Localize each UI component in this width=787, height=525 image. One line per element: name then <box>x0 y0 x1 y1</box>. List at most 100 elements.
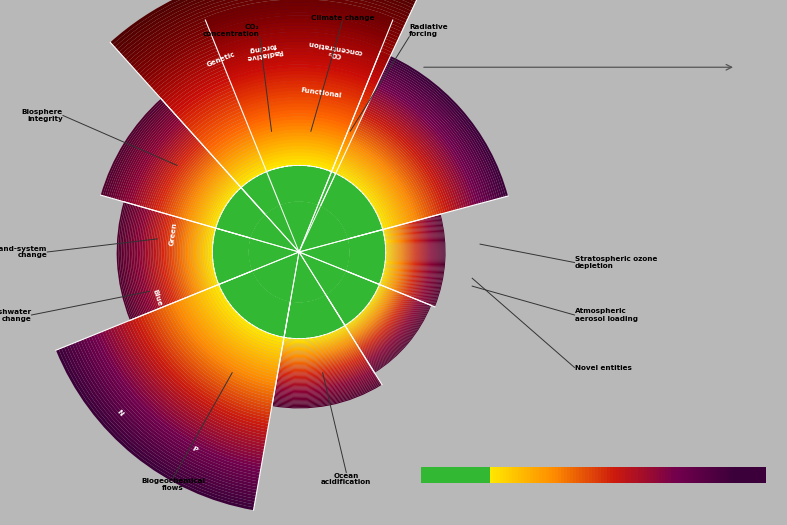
Wedge shape <box>135 206 148 314</box>
Wedge shape <box>212 18 386 38</box>
Bar <box>421 467 490 483</box>
Wedge shape <box>211 287 283 346</box>
Wedge shape <box>417 219 427 300</box>
Wedge shape <box>221 136 348 168</box>
Wedge shape <box>176 218 187 298</box>
Wedge shape <box>132 319 268 429</box>
Wedge shape <box>371 303 426 368</box>
Wedge shape <box>220 40 379 58</box>
Wedge shape <box>384 228 392 287</box>
Wedge shape <box>150 211 162 308</box>
Wedge shape <box>410 221 419 297</box>
Wedge shape <box>176 156 214 217</box>
Wedge shape <box>129 205 143 316</box>
Wedge shape <box>123 204 138 318</box>
Wedge shape <box>172 153 212 216</box>
Wedge shape <box>379 229 386 285</box>
Wedge shape <box>257 138 342 149</box>
Wedge shape <box>240 94 358 109</box>
Wedge shape <box>283 328 347 342</box>
Wedge shape <box>150 28 394 88</box>
Wedge shape <box>209 117 357 154</box>
Wedge shape <box>275 367 371 388</box>
Wedge shape <box>351 122 435 216</box>
Wedge shape <box>366 83 475 205</box>
Wedge shape <box>164 148 206 214</box>
Wedge shape <box>350 288 390 335</box>
Text: Radiative
forcing: Radiative forcing <box>409 24 448 37</box>
Wedge shape <box>360 295 407 351</box>
Wedge shape <box>94 334 261 470</box>
Wedge shape <box>421 218 431 302</box>
Bar <box>600 467 634 483</box>
Wedge shape <box>109 104 168 198</box>
Wedge shape <box>226 143 345 173</box>
Wedge shape <box>273 377 378 400</box>
Wedge shape <box>364 297 412 355</box>
Wedge shape <box>364 298 415 358</box>
Wedge shape <box>189 167 224 221</box>
Wedge shape <box>360 100 458 210</box>
Wedge shape <box>274 374 376 397</box>
Wedge shape <box>149 136 196 209</box>
Bar <box>582 467 615 483</box>
Wedge shape <box>124 117 179 202</box>
Wedge shape <box>267 165 331 206</box>
Wedge shape <box>219 271 290 337</box>
Wedge shape <box>102 330 263 461</box>
Wedge shape <box>263 154 335 164</box>
Wedge shape <box>189 87 369 132</box>
Wedge shape <box>211 120 355 156</box>
Wedge shape <box>283 333 350 349</box>
Wedge shape <box>131 122 183 204</box>
Wedge shape <box>273 379 379 403</box>
Wedge shape <box>202 177 233 225</box>
Bar <box>718 467 751 483</box>
Wedge shape <box>354 291 397 341</box>
Bar <box>678 467 711 483</box>
Bar <box>527 467 560 483</box>
Bar <box>493 467 527 483</box>
Wedge shape <box>232 152 342 181</box>
Bar <box>530 467 563 483</box>
Wedge shape <box>343 142 414 222</box>
Wedge shape <box>282 334 351 350</box>
Wedge shape <box>154 140 200 211</box>
Wedge shape <box>127 119 181 203</box>
Wedge shape <box>216 187 266 238</box>
Wedge shape <box>353 290 395 340</box>
Wedge shape <box>357 293 401 345</box>
Wedge shape <box>264 160 334 169</box>
Wedge shape <box>178 300 277 381</box>
Bar <box>626 467 659 483</box>
Wedge shape <box>430 215 441 305</box>
Wedge shape <box>166 215 177 302</box>
Wedge shape <box>358 293 403 347</box>
Text: Radiative
forcing: Radiative forcing <box>244 41 283 60</box>
Wedge shape <box>420 218 430 301</box>
Wedge shape <box>169 216 180 301</box>
Bar <box>705 467 738 483</box>
Wedge shape <box>83 338 259 481</box>
Bar <box>508 467 541 483</box>
Wedge shape <box>335 160 395 227</box>
Bar <box>589 467 622 483</box>
Wedge shape <box>250 122 348 134</box>
Wedge shape <box>283 331 349 347</box>
Wedge shape <box>132 3 405 69</box>
Wedge shape <box>147 25 395 86</box>
Wedge shape <box>181 161 219 219</box>
Wedge shape <box>182 220 192 296</box>
Wedge shape <box>351 289 391 337</box>
Wedge shape <box>401 223 409 293</box>
Wedge shape <box>364 298 414 357</box>
Wedge shape <box>223 48 375 66</box>
Bar <box>506 467 539 483</box>
Wedge shape <box>334 164 391 228</box>
Wedge shape <box>191 90 368 134</box>
Wedge shape <box>353 290 394 339</box>
Wedge shape <box>210 183 238 227</box>
Wedge shape <box>283 327 346 341</box>
Bar <box>524 467 557 483</box>
Wedge shape <box>340 150 405 224</box>
